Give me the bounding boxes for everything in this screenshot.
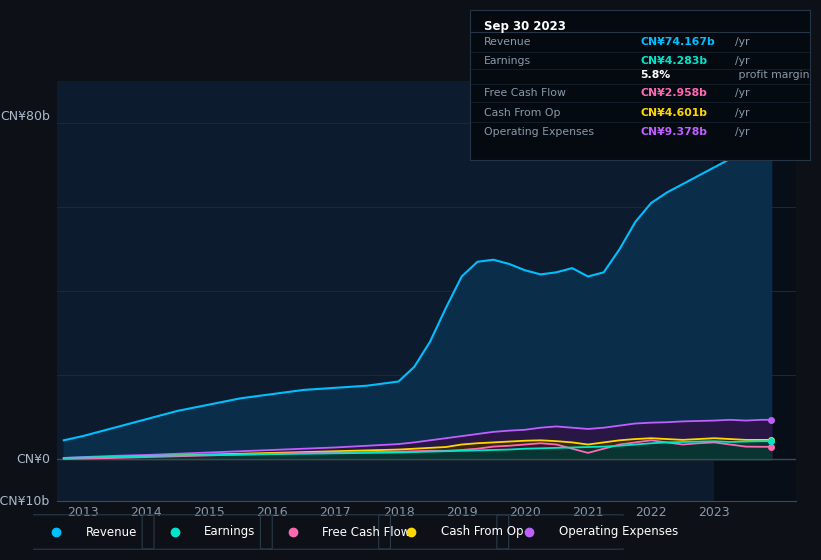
Text: CN¥4.601b: CN¥4.601b (640, 108, 707, 118)
Text: /yr: /yr (735, 108, 750, 118)
Text: Revenue: Revenue (484, 38, 531, 47)
Text: profit margin: profit margin (735, 69, 810, 80)
Text: /yr: /yr (735, 88, 750, 98)
Text: /yr: /yr (735, 127, 750, 137)
Text: Operating Expenses: Operating Expenses (559, 525, 678, 539)
Text: Free Cash Flow: Free Cash Flow (323, 525, 410, 539)
Text: Earnings: Earnings (484, 56, 530, 66)
Text: Free Cash Flow: Free Cash Flow (484, 88, 566, 98)
Text: /yr: /yr (735, 56, 750, 66)
Text: Operating Expenses: Operating Expenses (484, 127, 594, 137)
Text: 5.8%: 5.8% (640, 69, 670, 80)
Text: CN¥80b: CN¥80b (0, 110, 50, 123)
Text: /yr: /yr (735, 38, 750, 47)
Text: -CN¥10b: -CN¥10b (0, 494, 50, 508)
Bar (714, 81, 796, 501)
Text: Revenue: Revenue (86, 525, 137, 539)
Text: Cash From Op: Cash From Op (484, 108, 560, 118)
Text: CN¥74.167b: CN¥74.167b (640, 38, 715, 47)
Text: Sep 30 2023: Sep 30 2023 (484, 20, 566, 32)
Text: CN¥0: CN¥0 (16, 452, 50, 466)
Text: CN¥4.283b: CN¥4.283b (640, 56, 707, 66)
Text: CN¥9.378b: CN¥9.378b (640, 127, 707, 137)
Text: Cash From Op: Cash From Op (441, 525, 523, 539)
Text: Earnings: Earnings (204, 525, 255, 539)
Text: CN¥2.958b: CN¥2.958b (640, 88, 707, 98)
